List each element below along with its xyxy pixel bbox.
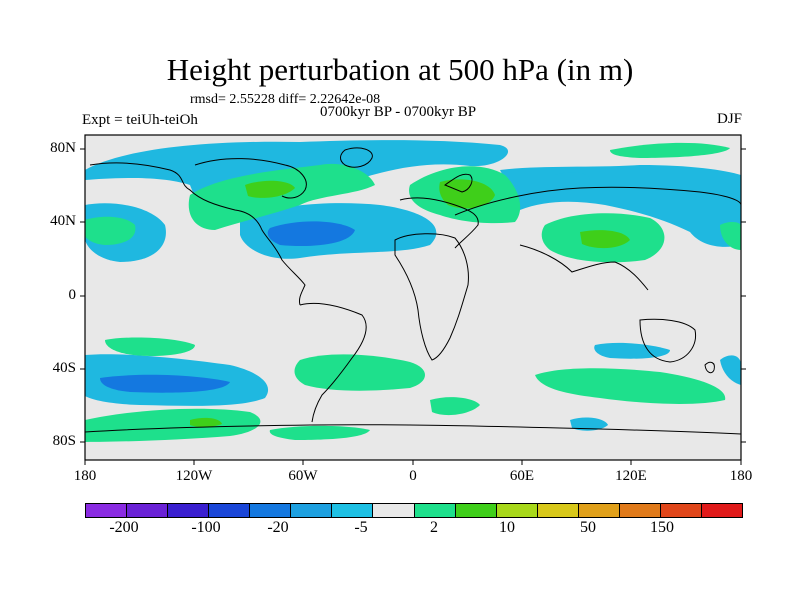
positive-anomaly-regions (85, 142, 741, 442)
x-tick-label: 120W (175, 468, 213, 484)
colorbar-box (250, 504, 292, 517)
season-label: DJF (716, 111, 742, 127)
x-tick-label: 0 (409, 468, 417, 484)
colorbar-label: -5 (354, 519, 368, 536)
strong-negative-cores (100, 221, 355, 393)
colorbar-box (660, 504, 702, 517)
colorbar-box (86, 504, 128, 517)
experiment-label: Expt = teiUh-teiOh (82, 112, 198, 128)
y-tick-label: 80N (50, 140, 76, 156)
colorbar-box (578, 504, 620, 517)
colorbar (85, 503, 743, 518)
x-tick-label: 120E (615, 468, 647, 484)
period-label: 0700kyr BP - 0700kyr BP (320, 104, 477, 120)
x-tick-label: 60W (288, 468, 318, 484)
colorbar-box (619, 504, 661, 517)
colorbar-label: 150 (650, 519, 674, 536)
colorbar-box (414, 504, 456, 517)
rmsd-diff-label: rmsd= 2.55228 diff= 2.22642e-08 (190, 92, 381, 107)
colorbar-label: 10 (499, 519, 515, 536)
colorbar-label: -100 (191, 519, 221, 536)
colorbar-box (373, 504, 415, 517)
axis-ticks (80, 148, 746, 465)
colorbar-label: -200 (109, 519, 139, 536)
colorbar-box (127, 504, 169, 517)
map-title: Height perturbation at 500 hPa (in m) (166, 52, 634, 87)
y-tick-label: 40S (52, 360, 76, 376)
strong-positive-cores (190, 179, 630, 428)
colorbar-box (168, 504, 210, 517)
colorbar-box (537, 504, 579, 517)
y-tick-label: 0 (68, 287, 77, 303)
x-tick-label: 180 (729, 468, 753, 484)
colorbar-box (332, 504, 374, 517)
x-tick-label: 180 (73, 468, 97, 484)
colorbar-label: -20 (267, 519, 289, 536)
colorbar-box (455, 504, 497, 517)
colorbar-box (209, 504, 251, 517)
y-tick-label: 80S (52, 433, 76, 449)
colorbar-label: 50 (580, 519, 596, 536)
colorbar-box (496, 504, 538, 517)
x-tick-label: 60E (509, 468, 535, 484)
y-tick-label: 40N (50, 213, 76, 229)
colorbar-box (291, 504, 333, 517)
coastlines (85, 147, 741, 435)
colorbar-box (701, 504, 742, 517)
colorbar-label: 2 (430, 519, 438, 536)
